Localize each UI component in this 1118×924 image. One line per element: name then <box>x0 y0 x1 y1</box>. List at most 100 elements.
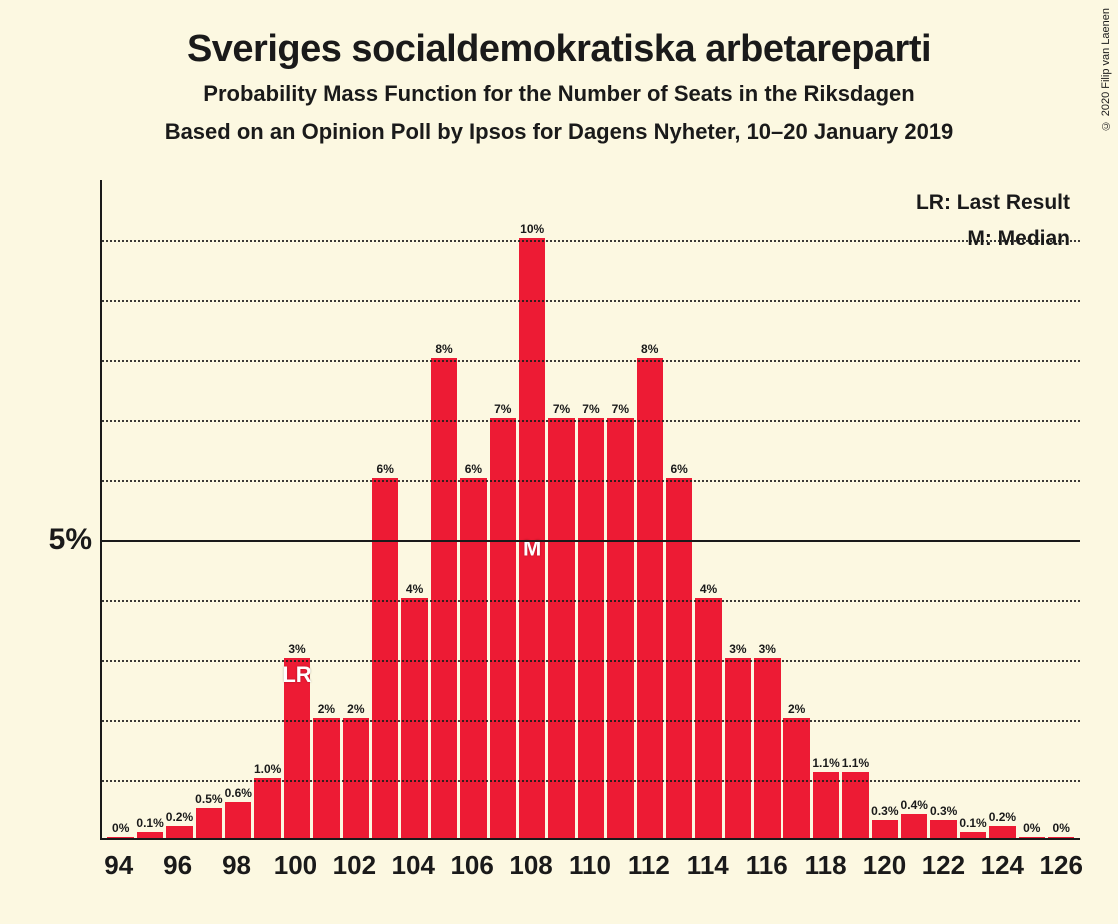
bar: 10%M <box>519 238 545 838</box>
xtick-slot: 96 <box>163 844 192 894</box>
chart-area: 0%0.1%0.2%0.5%0.6%1.0%3%LR2%2%6%4%8%6%7%… <box>30 180 1090 900</box>
bar: 0.3% <box>872 820 898 838</box>
bar-slot: 0.3% <box>870 180 899 838</box>
bar: 0.1% <box>137 832 163 838</box>
bar-slot: 4% <box>400 180 429 838</box>
bar-value-label: 1.1% <box>812 756 839 770</box>
bar-value-label: 2% <box>318 702 335 716</box>
bar-slot: 8% <box>635 180 664 838</box>
last-result-marker: LR <box>282 662 311 688</box>
gridline <box>102 480 1080 482</box>
bar-slot: 7% <box>488 180 517 838</box>
gridline <box>102 300 1080 302</box>
y-axis-label: 5% <box>30 523 92 557</box>
bar-slot: 8% <box>429 180 458 838</box>
xtick-slot: 98 <box>222 844 251 894</box>
xtick-slot: 124 <box>988 844 1017 894</box>
bar-slot: 6% <box>371 180 400 838</box>
bar-value-label: 3% <box>288 642 305 656</box>
x-axis-tick: 96 <box>163 850 192 881</box>
plot-area: 0%0.1%0.2%0.5%0.6%1.0%3%LR2%2%6%4%8%6%7%… <box>100 180 1080 840</box>
xtick-slot: 116 <box>752 844 781 894</box>
bar-slot: 7% <box>547 180 576 838</box>
gridline <box>102 360 1080 362</box>
xtick-slot <box>192 844 221 894</box>
bar-slot: 10%M <box>517 180 546 838</box>
bar: 0% <box>107 837 133 838</box>
bar-slot: 6% <box>459 180 488 838</box>
bar: 0.5% <box>196 808 222 838</box>
bar-slot: 7% <box>576 180 605 838</box>
bar-value-label: 0.5% <box>195 792 222 806</box>
xtick-slot: 102 <box>340 844 369 894</box>
xtick-slot: 112 <box>634 844 663 894</box>
bar-value-label: 0.1% <box>959 816 986 830</box>
bar: 0.6% <box>225 802 251 838</box>
bar: 0.4% <box>901 814 927 838</box>
x-axis-tick: 126 <box>1040 850 1083 881</box>
bar-value-label: 7% <box>553 402 570 416</box>
bar-value-label: 0.1% <box>136 816 163 830</box>
bar-value-label: 6% <box>465 462 482 476</box>
bar-slot: 6% <box>664 180 693 838</box>
x-axis-tick: 94 <box>104 850 133 881</box>
bar-slot: 1.1% <box>841 180 870 838</box>
gridline <box>102 660 1080 662</box>
bar-slot: 0.6% <box>224 180 253 838</box>
bar: 2% <box>313 718 339 838</box>
title-sub1: Probability Mass Function for the Number… <box>0 81 1118 107</box>
bar: 0.1% <box>960 832 986 838</box>
bar: 3% <box>754 658 780 838</box>
bar-value-label: 4% <box>406 582 423 596</box>
bar-slot: 7% <box>606 180 635 838</box>
titles-block: Sveriges socialdemokratiska arbetarepart… <box>0 0 1118 145</box>
x-axis-tick: 98 <box>222 850 251 881</box>
bar-slot: 2% <box>341 180 370 838</box>
bar-slot: 3% LR <box>282 180 311 838</box>
bar: 6% <box>372 478 398 838</box>
bar-slot: 3% <box>753 180 782 838</box>
bar: 0% <box>1019 837 1045 838</box>
title-main: Sveriges socialdemokratiska arbetarepart… <box>0 28 1118 71</box>
bar-value-label: 1.0% <box>254 762 281 776</box>
bar: 4% <box>401 598 427 838</box>
bar-value-label: 6% <box>670 462 687 476</box>
xtick-slot: 122 <box>929 844 958 894</box>
bar-slot: 0.1% <box>958 180 987 838</box>
bar-value-label: 7% <box>582 402 599 416</box>
bar-value-label: 2% <box>347 702 364 716</box>
bar-value-label: 8% <box>435 342 452 356</box>
bar-value-label: 0% <box>1023 821 1040 835</box>
bar-value-label: 7% <box>494 402 511 416</box>
x-axis: 9496981001021041061081101121141161181201… <box>100 844 1080 894</box>
bar-value-label: 8% <box>641 342 658 356</box>
bar-value-label: 3% <box>729 642 746 656</box>
bar: 0% <box>1048 837 1074 838</box>
bar-slot: 2% <box>312 180 341 838</box>
gridline <box>102 720 1080 722</box>
bar-slot: 0% <box>1017 180 1046 838</box>
bar-slot: 0.2% <box>988 180 1017 838</box>
bar-slot: 4% <box>694 180 723 838</box>
bar-value-label: 0.2% <box>166 810 193 824</box>
bar-value-label: 0.2% <box>989 810 1016 824</box>
gridline <box>102 240 1080 242</box>
bar: 0.3% <box>930 820 956 838</box>
bar-slot: 0.4% <box>900 180 929 838</box>
bars-container: 0%0.1%0.2%0.5%0.6%1.0%3%LR2%2%6%4%8%6%7%… <box>102 180 1080 838</box>
gridline <box>102 780 1080 782</box>
xtick-slot: 120 <box>870 844 899 894</box>
bar-value-label: 3% <box>759 642 776 656</box>
bar: 3% <box>725 658 751 838</box>
bar-value-label: 1.1% <box>842 756 869 770</box>
bar-slot: 1.1% <box>811 180 840 838</box>
bar: 6% <box>666 478 692 838</box>
bar-slot: 0% <box>106 180 135 838</box>
bar-slot: 0.3% <box>929 180 958 838</box>
xtick-slot: 110 <box>575 844 604 894</box>
bar-value-label: 10% <box>520 222 544 236</box>
gridline-major <box>102 540 1080 542</box>
xtick-slot: 106 <box>457 844 486 894</box>
xtick-slot <box>133 844 162 894</box>
bar-slot: 0.1% <box>135 180 164 838</box>
